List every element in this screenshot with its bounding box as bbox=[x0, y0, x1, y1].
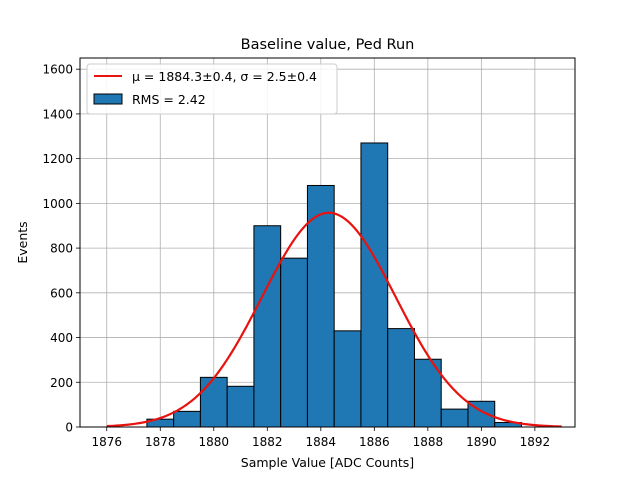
y-axis-ticks: 0 200 400 600 800 1000 1200 1400 1600 bbox=[42, 63, 80, 435]
histogram-bar bbox=[280, 257, 308, 428]
x-tick-label: 1886 bbox=[359, 435, 390, 449]
x-axis-ticks: 1876 1878 1880 1882 1884 1886 1888 1890 1892 bbox=[91, 427, 550, 449]
x-tick-label: 1890 bbox=[466, 435, 497, 449]
x-axis-label: Sample Value [ADC Counts] bbox=[241, 455, 414, 470]
gaussian-fit-curve bbox=[106, 211, 562, 428]
y-tick-label: 1200 bbox=[42, 152, 73, 166]
histogram-bar bbox=[253, 225, 282, 428]
x-tick-label: 1880 bbox=[199, 435, 230, 449]
histogram-bar bbox=[333, 330, 362, 428]
histogram-bar bbox=[306, 184, 335, 428]
histogram-bar bbox=[387, 328, 415, 428]
x-tick-label: 1892 bbox=[520, 435, 551, 449]
y-tick-label: 400 bbox=[50, 331, 73, 345]
y-tick-label: 600 bbox=[50, 286, 73, 300]
x-tick-label: 1876 bbox=[91, 435, 122, 449]
legend-histogram-swatch bbox=[93, 93, 123, 105]
histogram-bar bbox=[360, 142, 389, 428]
fit-curve-layer bbox=[106, 211, 562, 428]
y-tick-label: 200 bbox=[50, 376, 73, 390]
histogram-bar bbox=[226, 385, 255, 428]
y-axis-label: Events bbox=[15, 221, 30, 263]
histogram-bar bbox=[199, 376, 228, 428]
x-tick-label: 1888 bbox=[413, 435, 444, 449]
axes-frame bbox=[79, 57, 576, 428]
y-tick-label: 1000 bbox=[42, 197, 73, 211]
y-tick-label: 1600 bbox=[42, 63, 73, 77]
y-tick-label: 0 bbox=[65, 421, 73, 435]
y-tick-label: 800 bbox=[50, 242, 73, 256]
legend-histogram-label: RMS = 2.42 bbox=[132, 92, 206, 107]
x-tick-label: 1882 bbox=[252, 435, 283, 449]
histogram-bar bbox=[173, 410, 201, 428]
legend-fit-label: μ = 1884.3±0.4, σ = 2.5±0.4 bbox=[132, 69, 317, 84]
legend: μ = 1884.3±0.4, σ = 2.5±0.4 RMS = 2.42 bbox=[86, 63, 338, 115]
legend-box bbox=[86, 63, 338, 115]
chart-title: Baseline value, Ped Run bbox=[241, 37, 415, 53]
y-tick-label: 1400 bbox=[42, 107, 73, 121]
x-tick-label: 1878 bbox=[145, 435, 176, 449]
histogram-bars bbox=[146, 142, 522, 428]
x-tick-label: 1884 bbox=[306, 435, 337, 449]
histogram-bar bbox=[440, 408, 469, 428]
